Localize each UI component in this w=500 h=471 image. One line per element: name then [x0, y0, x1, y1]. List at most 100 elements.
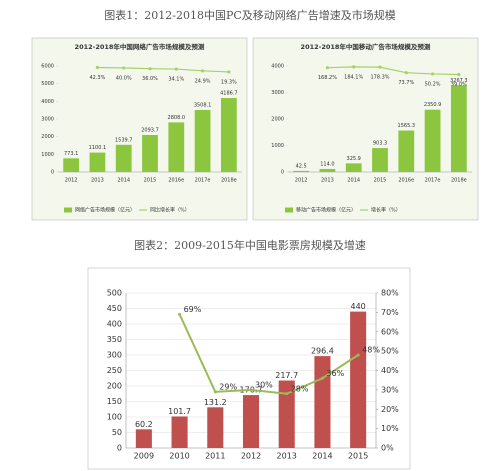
bar-label: 2808.0 — [168, 115, 186, 121]
bar-label: 296.4 — [311, 347, 334, 356]
bar-label: 131.2 — [204, 398, 227, 407]
line-point — [457, 72, 461, 77]
x-tick-label: 2010 — [169, 452, 189, 461]
x-tick-label: 2009 — [134, 452, 154, 461]
bar — [242, 395, 260, 448]
bar-label: 3267.3 — [450, 78, 468, 84]
y2-tick-label: 60% — [381, 327, 399, 336]
y2-tick-label: 30% — [381, 385, 399, 394]
x-tick-label: 2012 — [65, 178, 78, 184]
line-label: 36.0% — [142, 76, 158, 82]
heading: 图表1：2012-2018中国PC及移动网络广告增速及市场规模 — [104, 8, 396, 22]
line-point — [178, 312, 182, 316]
line-point — [430, 72, 435, 76]
bar-label: 2350.9 — [424, 102, 442, 108]
x-tick-label: 2016e — [398, 178, 414, 184]
line-point — [227, 70, 231, 74]
line-point — [404, 71, 408, 75]
legend-label: 增长率（%） — [371, 207, 401, 214]
line-label: 19.3% — [221, 79, 237, 85]
line-point — [325, 66, 330, 70]
heading: 图表2：2009-2015年中国电影票房规模及增速 — [134, 238, 366, 252]
bar — [194, 110, 211, 172]
legend-swatch — [64, 207, 72, 213]
y2-tick-label: 70% — [381, 308, 399, 317]
bar — [89, 152, 106, 172]
y2-tick-label: 10% — [381, 424, 399, 433]
chart-title: 2012-2018年中国移动广告市场规模及预测 — [301, 42, 431, 51]
y2-tick-label: 50% — [381, 347, 399, 356]
line-label: 28% — [291, 384, 309, 393]
bar-label: 4186.7 — [220, 91, 238, 97]
line-label: 73.7% — [398, 80, 414, 86]
y-tick-label: 6000 — [41, 64, 54, 70]
y-tick-label: 150 — [107, 397, 122, 406]
x-tick-label: 2018e — [221, 178, 237, 184]
line-label: 48% — [362, 346, 380, 355]
bar — [135, 429, 152, 448]
panel — [252, 37, 479, 221]
y2-tick-label: 40% — [381, 366, 399, 375]
line-label: 42.3% — [89, 75, 105, 81]
line-point — [122, 66, 126, 70]
line — [178, 313, 359, 395]
bar — [372, 148, 388, 172]
bar — [142, 135, 158, 172]
line-point — [200, 69, 205, 73]
line-point — [352, 65, 356, 69]
line-label: 168.2% — [318, 75, 337, 81]
panel — [31, 37, 248, 221]
y-tick-label: 500 — [107, 289, 122, 298]
x-tick-label: 2015 — [144, 178, 157, 184]
line — [327, 66, 459, 76]
y-tick-label: 2000 — [271, 117, 284, 123]
y-tick-label: 250 — [107, 366, 122, 375]
bar — [220, 98, 237, 172]
x-tick-label: 2016e — [168, 178, 184, 184]
line-label: 29% — [219, 382, 237, 391]
y-tick-label: 300 — [107, 351, 122, 360]
y-tick-label: 450 — [107, 304, 122, 313]
y2-tick-label: 20% — [381, 405, 399, 414]
y2-tick-label: 0% — [381, 444, 394, 453]
y-tick-label: 0 — [281, 170, 284, 176]
x-tick-label: 2017e — [425, 178, 441, 184]
x-tick-label: 2014 — [117, 178, 130, 184]
bar — [278, 380, 295, 448]
y-tick-label: 1000 — [271, 143, 284, 149]
chart-title: 2012-2018年中国网络广告市场规模及预测 — [75, 42, 205, 51]
x-tick-label: 2013 — [277, 452, 297, 461]
y-tick-label: 350 — [107, 335, 122, 344]
line-point — [356, 353, 360, 357]
line-label: 184.1% — [344, 74, 363, 80]
y-tick-label: 3000 — [41, 117, 54, 123]
x-tick-label: 2013 — [321, 178, 334, 184]
line-label: 24.9% — [195, 78, 211, 84]
bar — [345, 163, 362, 172]
y-tick-label: 2000 — [41, 134, 54, 140]
line-point — [148, 67, 152, 71]
line-label: 69% — [184, 305, 202, 314]
bar — [63, 158, 80, 172]
line — [97, 66, 229, 73]
bar — [115, 144, 132, 172]
line-point — [320, 376, 324, 380]
x-tick-label: 2015 — [348, 452, 368, 461]
bar-label: 2093.7 — [141, 128, 159, 134]
bar-label: 42.5 — [296, 163, 307, 169]
y-tick-label: 0 — [51, 170, 54, 176]
line-point — [378, 65, 382, 69]
y-tick-label: 5000 — [41, 81, 54, 87]
bar-label: 1100.1 — [89, 145, 107, 151]
bar — [168, 122, 185, 172]
line-point — [213, 390, 217, 394]
legend-label: 网络广告市场规模（亿元） — [75, 207, 135, 214]
x-tick-label: 2012 — [295, 178, 308, 184]
bar-label: 1565.3 — [398, 123, 416, 129]
y-tick-label: 4000 — [41, 99, 54, 105]
y2-tick-label: 80% — [381, 289, 399, 298]
line-point — [95, 65, 100, 70]
bar — [398, 130, 415, 172]
x-tick-label: 2017e — [195, 178, 211, 184]
